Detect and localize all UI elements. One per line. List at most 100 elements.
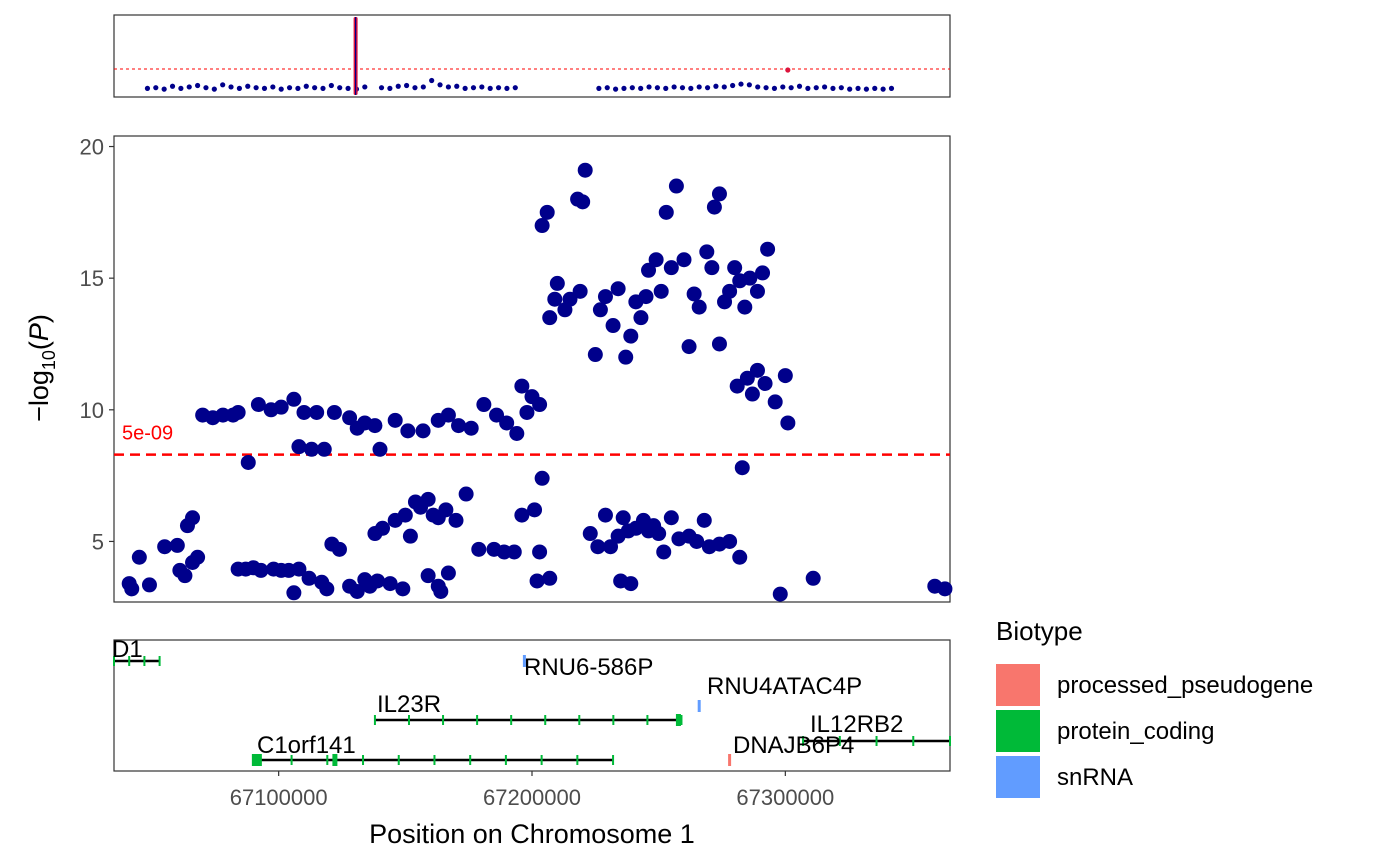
threshold-label: 5e-09 [122, 423, 173, 445]
legend-swatch [996, 710, 1040, 752]
snp-point [420, 491, 436, 507]
overview-point [746, 82, 752, 88]
snp-point [458, 486, 474, 502]
gene-track-panel: D1 RNU6-586P RNU4ATAC4P IL23R IL12RB2 C1orf14… [112, 636, 951, 849]
legend-items: processed_pseudogene protein_coding snRNA [996, 664, 1313, 798]
snp-point [387, 412, 403, 428]
snp-point [375, 520, 391, 536]
snp-point [124, 581, 140, 597]
overview-point [872, 85, 878, 91]
biotype-legend: Biotype processed_pseudogene protein_codi… [996, 616, 1313, 798]
snp-point [681, 339, 697, 355]
gene-exon [838, 736, 841, 746]
snp-point [549, 275, 565, 291]
snp-point [286, 391, 302, 407]
snp-point [734, 460, 750, 476]
snp-point [253, 562, 269, 578]
gene-label: IL23R [377, 691, 441, 718]
overview-point [738, 81, 744, 87]
gene-exon [397, 755, 400, 765]
gene-exon [504, 755, 507, 765]
snp-point [190, 549, 206, 565]
overview-panel [113, 14, 951, 98]
x-tick-label: 67300000 [736, 785, 834, 810]
snp-point [319, 581, 335, 597]
snp-point [590, 539, 606, 555]
gene-exon [433, 755, 436, 765]
y-axis-title-close: ) [24, 314, 54, 323]
snp-point [749, 283, 765, 299]
gene-exon [442, 715, 445, 725]
legend-swatch [996, 756, 1040, 798]
snp-point [780, 415, 796, 431]
gene-exon [290, 755, 293, 765]
overview-point [663, 85, 669, 91]
snp-point [582, 526, 598, 542]
snp-point [656, 544, 672, 560]
snp-point [382, 576, 398, 592]
overview-point-highlight [785, 67, 791, 73]
gene-exon [728, 754, 732, 766]
overview-point [704, 85, 711, 91]
gene-exon [612, 715, 615, 725]
snp-point [623, 576, 639, 592]
gene-exon [373, 715, 376, 725]
y-axis-title-arg: ( [24, 341, 54, 350]
overview-point [863, 86, 870, 92]
overview-point [688, 85, 694, 91]
snp-point [737, 299, 753, 315]
gene-exon [510, 715, 513, 725]
snp-point [722, 533, 738, 549]
snp-point [514, 507, 530, 523]
snp-point [169, 537, 185, 553]
overview-point [763, 85, 769, 91]
overview-point [847, 86, 853, 92]
overview-point [320, 85, 326, 91]
overview-point [178, 85, 184, 91]
snp-point [744, 386, 760, 402]
gene-exon [113, 656, 115, 666]
snp-point [395, 581, 411, 597]
gene-exon [646, 715, 649, 725]
gene-exon [251, 754, 262, 766]
overview-point [387, 85, 393, 91]
gene-label: D1 [112, 636, 143, 663]
snp-point [534, 218, 550, 234]
snp-point [527, 502, 543, 518]
snp-point [397, 507, 413, 523]
snp-point [653, 283, 669, 299]
snp-point [534, 470, 550, 486]
snp-point [711, 336, 727, 352]
overview-point [286, 85, 293, 91]
snp-point [704, 260, 720, 276]
overview-point [805, 85, 811, 91]
snp-point [438, 502, 454, 518]
snp-point [506, 544, 522, 560]
gene-exon [469, 755, 472, 765]
snp-point [696, 512, 712, 528]
overview-point [211, 86, 217, 92]
overview-point [345, 85, 351, 91]
overview-point [721, 84, 727, 90]
snp-point [686, 286, 702, 302]
snp-point [240, 454, 256, 470]
overview-point [303, 83, 309, 89]
regional-frame [113, 135, 951, 603]
overview-point [404, 82, 410, 89]
snp-point [547, 291, 563, 307]
gene-exon [158, 656, 161, 666]
overview-point [429, 77, 435, 84]
y-axis: 5 10 15 20 [80, 135, 114, 554]
snp-point [400, 423, 416, 439]
overview-point [245, 83, 251, 89]
gene-exon [949, 736, 951, 746]
snp-point [230, 404, 246, 420]
legend-swatch [996, 664, 1040, 706]
overview-point [337, 85, 343, 91]
overview-point [880, 86, 886, 92]
overview-point [822, 84, 828, 90]
snp-point [476, 397, 492, 413]
snp-point [509, 426, 525, 442]
overview-point [445, 84, 451, 90]
snp-point [532, 544, 548, 560]
